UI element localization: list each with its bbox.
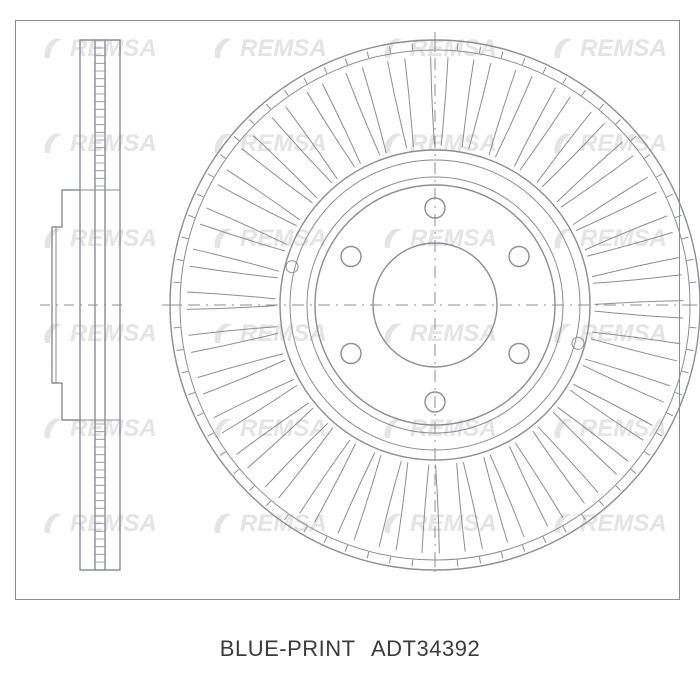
caption-brand: BLUE-PRINT (220, 636, 356, 661)
caption-part-number: ADT34392 (371, 636, 480, 661)
caption: BLUE-PRINT ADT34392 (0, 636, 700, 662)
technical-drawing (0, 0, 700, 620)
